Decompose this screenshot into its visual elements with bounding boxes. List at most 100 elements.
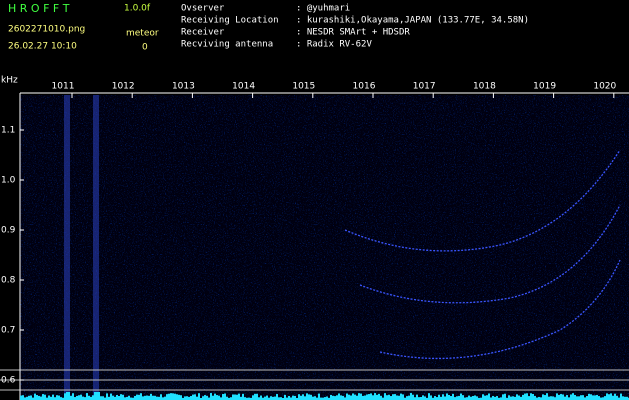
spectrum-bar	[524, 393, 526, 400]
spectrum-bar	[124, 397, 126, 400]
meteor-label: meteor	[126, 29, 159, 39]
spectrum-bar	[84, 397, 86, 400]
spectrum-bar	[444, 396, 446, 400]
spectrum-bar	[264, 396, 266, 400]
spectrum-bar	[472, 395, 474, 400]
spectrum-bar	[342, 395, 344, 400]
spectrum-bar	[614, 393, 616, 400]
spectrum-bar	[338, 393, 340, 400]
spectrum-bar	[182, 397, 184, 400]
spectrum-bar	[202, 396, 204, 400]
spectrum-bar	[432, 397, 434, 400]
spectrum	[20, 392, 629, 400]
spectrum-bar	[92, 395, 94, 400]
signal-band	[93, 95, 99, 400]
spectrum-bar	[34, 393, 36, 400]
spectrum-bar	[48, 395, 50, 400]
spectrum-bar	[78, 395, 80, 400]
spectrum-bar	[214, 393, 216, 400]
spectrum-bar	[268, 397, 270, 400]
spectrum-bar	[240, 396, 242, 400]
spectrum-bar	[538, 396, 540, 400]
spectrum-bar	[556, 393, 558, 400]
spectrum-bar	[284, 394, 286, 400]
spectrum-bar	[40, 396, 42, 400]
spectrum-bar	[544, 395, 546, 400]
spectrum-bar	[304, 396, 306, 400]
spectrum-bar	[150, 393, 152, 400]
spectrum-bar	[426, 397, 428, 400]
spectrum-bar	[66, 392, 68, 400]
spectrum-bar	[402, 394, 404, 400]
x-label: 1019	[533, 82, 556, 92]
spectrum-bar	[588, 393, 590, 400]
spectrum-bar	[314, 396, 316, 400]
spectrum-bar	[590, 394, 592, 400]
x-label: 1017	[413, 82, 436, 92]
spectrum-bar	[526, 393, 528, 400]
spectrum-bar	[26, 396, 28, 400]
spectrum-bar	[592, 395, 594, 400]
app-name: H R O F F T	[8, 2, 70, 15]
spectrum-bar	[340, 395, 342, 400]
spectrum-bar	[196, 396, 198, 400]
spectrum-bar	[602, 397, 604, 400]
spectrum-bar	[480, 397, 482, 400]
spectrum-bar	[46, 397, 48, 400]
version: 1.0.0f	[124, 4, 151, 14]
spectrum-bar	[448, 395, 450, 400]
spectrum-bar	[68, 392, 70, 400]
spectrum-bar	[224, 393, 226, 400]
x-label: 1014	[232, 82, 255, 92]
spectrum-bar	[180, 395, 182, 400]
spectrum-bar	[594, 395, 596, 400]
spectrum-bar	[348, 394, 350, 400]
x-label: 1020	[593, 82, 616, 92]
spectrum-bar	[604, 396, 606, 400]
spectrum-bar	[394, 394, 396, 400]
spectrum-bar	[362, 395, 364, 400]
spectrum-bar	[334, 396, 336, 400]
reference-lines	[0, 369, 629, 391]
spectrum-bar	[420, 396, 422, 400]
spectrum-bar	[344, 397, 346, 400]
spectrum-bar	[546, 393, 548, 400]
trace	[379, 259, 621, 360]
spectrum-bar	[154, 395, 156, 400]
spectrum-bar	[312, 396, 314, 400]
spectrum-bar	[406, 396, 408, 400]
spectrum-bar	[170, 393, 172, 400]
spectrum-bar	[360, 393, 362, 400]
y-label: 1.1	[1, 126, 15, 136]
spectrum-bar	[414, 397, 416, 400]
info-label: Receiving Location	[181, 16, 279, 26]
spectrum-bar	[172, 393, 174, 400]
spectrum-bar	[528, 396, 530, 400]
spectrum-bar	[502, 394, 504, 400]
spectrum-bar	[248, 397, 250, 400]
spectrum-bar	[516, 394, 518, 400]
spectrum-bar	[608, 394, 610, 400]
y-label: 1.0	[1, 176, 16, 186]
spectrum-bar	[254, 393, 256, 400]
trace	[344, 149, 621, 252]
spectrum-bar	[354, 394, 356, 400]
spectrum-bar	[296, 397, 298, 400]
spectrum-bar	[94, 392, 96, 400]
spectrum-bar	[598, 396, 600, 400]
spectrum-bar	[24, 397, 26, 400]
spectrum-bar	[468, 395, 470, 400]
spectrum-bar	[234, 394, 236, 400]
x-label: 1013	[172, 82, 195, 92]
spectrum-bar	[580, 395, 582, 400]
spectrum-bar	[28, 395, 30, 400]
spectrogram-noise	[20, 95, 629, 400]
spectrum-bar	[566, 395, 568, 400]
spectrum-bar	[446, 393, 448, 400]
spectrum-bar	[190, 396, 192, 400]
spectrum-bar	[346, 393, 348, 400]
spectrum-bar	[104, 397, 106, 400]
spectrum-bar	[306, 393, 308, 400]
spectrum-bar	[256, 393, 258, 400]
